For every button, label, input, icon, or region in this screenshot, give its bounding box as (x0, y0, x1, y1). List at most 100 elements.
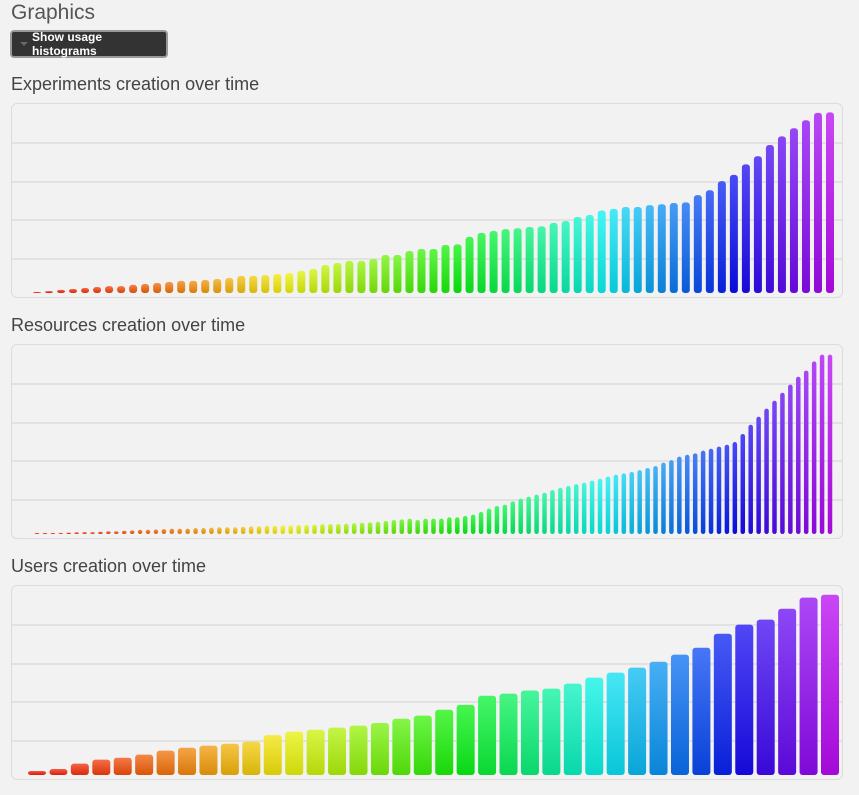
bar (778, 608, 797, 775)
show-usage-histograms-button[interactable]: Show usage histograms (10, 30, 168, 58)
bar (153, 529, 159, 534)
bar (415, 519, 420, 534)
bar (393, 254, 402, 293)
bar (470, 514, 476, 534)
bar (753, 156, 762, 293)
bar (772, 400, 777, 534)
bar (465, 236, 474, 293)
bar (431, 518, 436, 534)
bar (637, 470, 642, 534)
bar (93, 287, 102, 293)
bar (589, 480, 595, 534)
bar (558, 487, 563, 534)
bar (345, 260, 354, 293)
bar (741, 164, 750, 293)
bar (370, 722, 389, 775)
bar (45, 291, 54, 293)
bar (249, 275, 258, 293)
bar (117, 286, 126, 293)
chart-resources-svg (12, 354, 842, 534)
bar (525, 226, 534, 293)
bar (669, 202, 678, 293)
bar (477, 232, 486, 293)
bar (581, 482, 587, 534)
bar (312, 524, 317, 534)
bar (628, 667, 647, 775)
bar (597, 478, 603, 534)
bar (501, 229, 510, 293)
bar (297, 270, 306, 293)
bar (585, 215, 594, 293)
bar (765, 144, 774, 293)
bar (201, 528, 206, 534)
chart-users-svg (12, 594, 842, 775)
bar (561, 221, 570, 293)
bar (165, 282, 174, 293)
caret-down-icon (20, 42, 28, 46)
bar (209, 527, 214, 534)
bar (367, 522, 373, 534)
bar (653, 466, 658, 534)
bar (82, 532, 87, 534)
bar (494, 505, 500, 534)
bar (417, 249, 426, 293)
bar (57, 289, 66, 293)
bar (661, 462, 666, 534)
bar (486, 508, 492, 534)
bar (811, 361, 817, 534)
bar (69, 288, 78, 293)
bar (240, 526, 246, 534)
bar (453, 244, 462, 293)
chart-title-experiments: Experiments creation over time (11, 74, 260, 94)
bar (826, 112, 834, 293)
bar (129, 284, 138, 293)
bar (764, 408, 769, 534)
bar (344, 523, 349, 534)
bar (375, 521, 381, 534)
bar (145, 529, 151, 534)
bar (489, 230, 498, 293)
bar (357, 260, 366, 293)
bar (369, 259, 378, 293)
bar (670, 654, 689, 775)
bar (113, 757, 132, 775)
bar (189, 280, 198, 293)
bar (633, 206, 642, 293)
chart-title-resources: Resources creation over time (11, 315, 246, 335)
bar (708, 448, 714, 534)
bar (789, 128, 798, 293)
bar (405, 250, 414, 293)
bar (621, 206, 630, 293)
bar (296, 524, 301, 534)
bar (383, 520, 389, 534)
bar (542, 688, 561, 775)
bar (237, 275, 246, 293)
bar (669, 460, 674, 534)
bar (435, 709, 454, 775)
bar (510, 501, 516, 534)
bar (106, 531, 111, 534)
bar (333, 263, 342, 293)
bar (225, 278, 234, 293)
bar (613, 474, 619, 534)
bar (462, 515, 468, 534)
bar (288, 525, 294, 534)
bar (526, 496, 531, 534)
bar (447, 517, 452, 534)
bar (114, 531, 119, 534)
bar (177, 280, 186, 293)
bar (803, 370, 809, 534)
bar (788, 384, 793, 534)
bar (309, 269, 318, 293)
bar (169, 528, 175, 534)
bar (821, 594, 839, 775)
bar (413, 715, 432, 775)
bar (549, 222, 558, 293)
bar (220, 743, 239, 775)
bar (573, 484, 579, 534)
bar (729, 174, 738, 293)
bar (98, 531, 103, 534)
bar (336, 524, 341, 534)
chart-experiments (11, 103, 843, 298)
bar (756, 619, 775, 775)
